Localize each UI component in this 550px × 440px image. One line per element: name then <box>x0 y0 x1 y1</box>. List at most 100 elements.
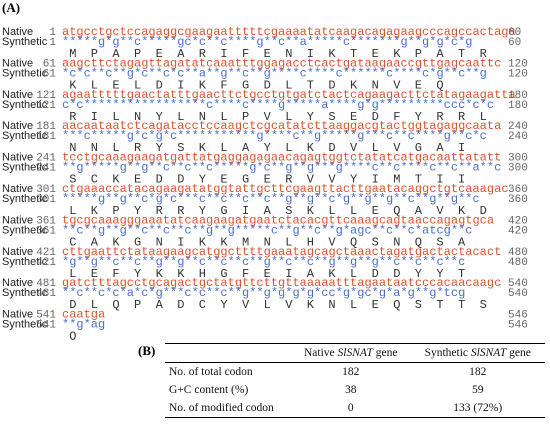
header-prefix: Native <box>303 347 335 359</box>
native-sequence: agaatttttgaactatttgaacttctgcctgtgatctact… <box>62 88 516 102</box>
end-number: 546 <box>508 320 528 332</box>
start-number: 181 <box>36 121 56 133</box>
end-number: 120 <box>508 58 528 70</box>
synthetic-sequence: ***c*****g*c*g*c***********g****c**g****… <box>62 129 487 143</box>
end-number: 480 <box>508 247 528 259</box>
start-number: 481 <box>36 288 56 300</box>
end-number: 540 <box>508 278 528 290</box>
protein-sequence: LEFYKKHGFEIAKLDDYYT <box>69 267 479 281</box>
protein-sequence: RILNYLNLPVLYSEDFYRRL <box>69 110 501 124</box>
native-sequence: caatga <box>62 308 105 322</box>
native-sequence: tgcgcaaagggaaatatcaagaagatgaatctacacgttc… <box>62 213 494 227</box>
end-number: 420 <box>508 225 528 237</box>
native-sequence: gatctttagcctgcagactgctatgttcttgttaaaaatt… <box>62 276 501 290</box>
row-label: Synthetic <box>2 319 48 331</box>
row-label: Synthetic <box>2 256 48 268</box>
gene-name: SlSNAT <box>470 347 507 359</box>
table-cell: No. of total codon <box>169 366 253 378</box>
row-label: Synthetic <box>2 193 48 205</box>
row-label: Native <box>2 26 33 38</box>
row-label: Native <box>2 57 33 69</box>
protein-sequence: Q <box>69 330 91 340</box>
synthetic-sequence: *g**g**c**c**g**g**c**c**c**g**c**c**g**… <box>62 255 465 269</box>
start-number: 361 <box>36 215 56 227</box>
table-cell: 0 <box>347 402 354 414</box>
synthetic-sequence: **g*ag <box>62 318 105 332</box>
protein-sequence: LKPYRRYGIASKLLEQAVKD <box>69 204 501 218</box>
table-cell: 182 <box>469 366 487 378</box>
header-suffix: gene <box>509 347 531 359</box>
start-number: 61 <box>43 68 57 80</box>
native-sequence: aagcttctagagttagatatcaaatttggagacctcactg… <box>62 56 501 70</box>
end-number: 546 <box>508 310 528 322</box>
end-number: 240 <box>508 121 528 133</box>
start-number: 361 <box>36 225 56 237</box>
start-number: 541 <box>36 310 56 322</box>
gene-name: SlSNAT <box>337 347 373 359</box>
synthetic-sequence: **g*****g**g**c**c**c*****g*c**g**g***g*… <box>62 161 501 175</box>
end-number: 420 <box>508 215 528 227</box>
protein-sequence: CAKGNIKKMNLHVQSNQSA <box>69 235 479 249</box>
end-number: 300 <box>508 153 528 165</box>
start-number: 1 <box>49 27 56 39</box>
start-number: 1 <box>49 37 56 49</box>
synthetic-sequence: *c*c**c**g*c**c*c**a**g**c**g****c****c*… <box>62 66 487 80</box>
start-number: 241 <box>36 153 56 165</box>
end-number: 240 <box>508 131 528 143</box>
end-number: 360 <box>508 184 528 196</box>
end-number: 540 <box>508 288 528 300</box>
protein-sequence: DLQPADCYVLVKNLEQSTTS <box>69 298 501 312</box>
row-label: Synthetic <box>2 130 48 142</box>
table-cell: 133 (72%) <box>453 402 503 414</box>
synthetic-sequence: *****g**g**c*g*c***c**c**c**c**g**g**c*g… <box>62 192 480 206</box>
end-number: 60 <box>508 37 521 49</box>
start-number: 301 <box>36 194 56 206</box>
table-row: No. of total codon 182 182 <box>165 363 545 382</box>
end-number: 300 <box>508 163 528 175</box>
synthetic-sequence: *****g*g**c*****gc*c**c****g**c**a*****c… <box>62 35 472 49</box>
start-number: 481 <box>36 278 56 290</box>
panel-label: (A) <box>2 0 20 15</box>
start-number: 421 <box>36 247 56 259</box>
protein-sequence: SCKEDDYEGERVVYIMTII <box>69 173 479 187</box>
synthetic-sequence: **c**g**g**c**c**c**g**g*****c**g**c**g*… <box>62 223 472 237</box>
row-label: Native <box>2 246 33 258</box>
row-label: Synthetic <box>2 67 48 79</box>
header-prefix: Synthetic <box>424 347 469 359</box>
row-label: Synthetic <box>2 99 48 111</box>
row-label: Synthetic <box>2 36 48 48</box>
table-row: G+C content (%) 38 59 <box>165 381 545 399</box>
panel-label: (B) <box>138 343 156 358</box>
header-cell <box>165 344 291 363</box>
summary-table: Native SlSNAT gene Synthetic SlSNAT gene … <box>165 343 545 418</box>
row-label: Native <box>2 277 33 289</box>
table-row: No. of modified codon 0 133 (72%) <box>165 399 545 418</box>
table-cell: 59 <box>471 384 484 396</box>
row-label: Native <box>2 309 33 321</box>
row-label: Synthetic <box>2 287 48 299</box>
row-label: Synthetic <box>2 224 48 236</box>
row-label: Native <box>2 183 33 195</box>
native-sequence: ctgaaaccatacagaagatatggtattgcttcgaagttac… <box>62 182 508 196</box>
protein-sequence: MPAPEARIFENIKTEKPATR <box>69 47 501 61</box>
start-number: 181 <box>36 131 56 143</box>
table-cell: 38 <box>344 384 357 396</box>
start-number: 421 <box>36 257 56 269</box>
alignment: (A) NativeSynthetic11atgcctgctccagaggcga… <box>2 0 528 340</box>
row-label: Native <box>2 214 33 226</box>
start-number: 241 <box>36 163 56 175</box>
native-sequence: aacaataatctcagatacctccaagctcgcatatcttaag… <box>62 119 501 133</box>
table-cell: G+C content (%) <box>169 384 249 396</box>
protein-sequence: KLELDIKFGDLTDKNVEQ <box>69 78 458 92</box>
end-number: 360 <box>508 194 528 206</box>
start-number: 121 <box>36 90 56 102</box>
row-label: Synthetic <box>2 162 48 174</box>
start-number: 61 <box>43 58 57 70</box>
table-cell: 182 <box>342 366 360 378</box>
end-number: 480 <box>508 257 528 269</box>
header-cell: Native SlSNAT gene <box>291 344 410 363</box>
native-sequence: cttgaattctataagaagcatggcttttgaaatagcagct… <box>62 245 501 259</box>
synthetic-sequence: c*c*****************c****c****g*****a***… <box>62 98 494 112</box>
protein-sequence: NNLRYSKLAYLKDVLVGAI <box>69 141 479 155</box>
